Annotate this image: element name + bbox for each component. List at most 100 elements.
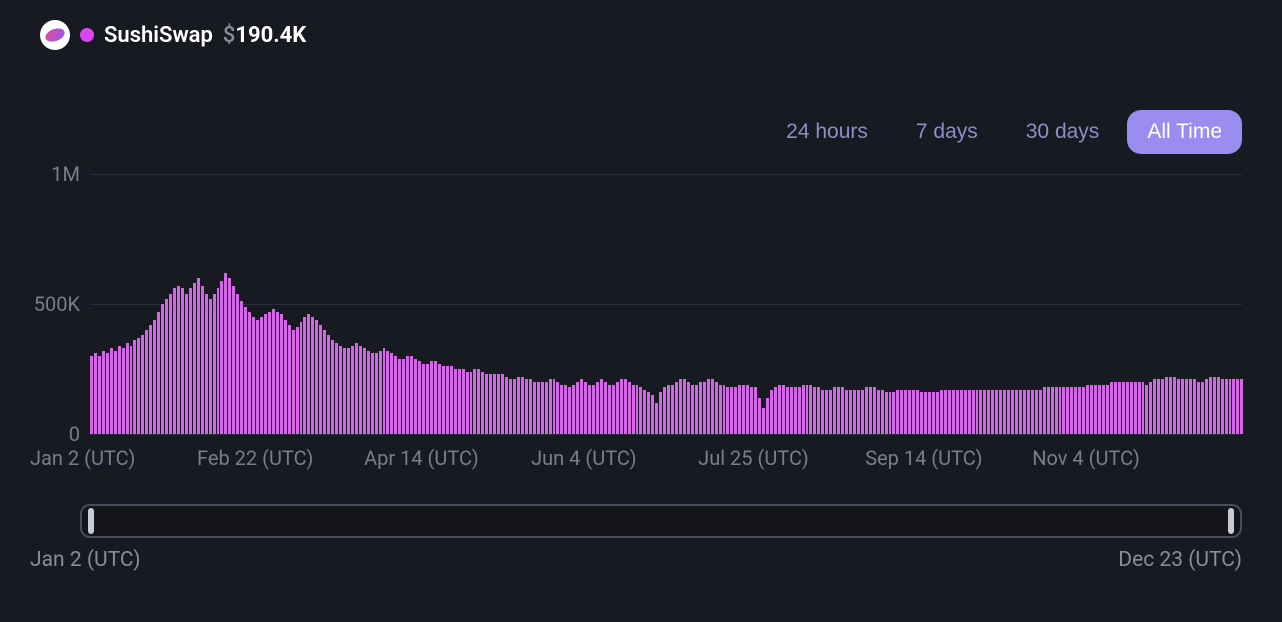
- bar[interactable]: [825, 390, 828, 434]
- bar[interactable]: [944, 390, 947, 434]
- bar[interactable]: [1173, 377, 1176, 434]
- bar[interactable]: [422, 364, 425, 434]
- bar[interactable]: [1118, 382, 1121, 434]
- bar[interactable]: [999, 390, 1002, 434]
- bar[interactable]: [952, 390, 955, 434]
- bar[interactable]: [904, 390, 907, 434]
- bar[interactable]: [209, 299, 212, 434]
- bar[interactable]: [1086, 385, 1089, 434]
- bar[interactable]: [636, 385, 639, 434]
- bar[interactable]: [102, 351, 105, 434]
- bar[interactable]: [813, 387, 816, 434]
- bar[interactable]: [481, 372, 484, 434]
- bar[interactable]: [339, 346, 342, 434]
- bar[interactable]: [1145, 385, 1148, 434]
- bar[interactable]: [651, 395, 654, 434]
- bar[interactable]: [960, 390, 963, 434]
- bar[interactable]: [157, 312, 160, 434]
- time-scrubber[interactable]: [80, 504, 1242, 538]
- bar[interactable]: [141, 335, 144, 434]
- bar[interactable]: [256, 320, 259, 434]
- bar[interactable]: [355, 343, 358, 434]
- bar[interactable]: [1229, 379, 1232, 434]
- bar[interactable]: [470, 372, 473, 434]
- bar[interactable]: [442, 366, 445, 434]
- bar[interactable]: [794, 387, 797, 434]
- bar[interactable]: [1098, 385, 1101, 434]
- bar[interactable]: [1185, 379, 1188, 434]
- bar[interactable]: [359, 346, 362, 434]
- bar[interactable]: [379, 351, 382, 434]
- bar[interactable]: [995, 390, 998, 434]
- bar[interactable]: [1074, 387, 1077, 434]
- bar[interactable]: [145, 330, 148, 434]
- bar[interactable]: [1177, 379, 1180, 434]
- bar[interactable]: [639, 387, 642, 434]
- bar[interactable]: [837, 387, 840, 434]
- bar[interactable]: [900, 390, 903, 434]
- bar[interactable]: [509, 379, 512, 434]
- bar[interactable]: [782, 385, 785, 434]
- bar[interactable]: [347, 348, 350, 434]
- bar[interactable]: [161, 304, 164, 434]
- bar[interactable]: [849, 390, 852, 434]
- bar[interactable]: [616, 382, 619, 434]
- bar[interactable]: [1122, 382, 1125, 434]
- bar[interactable]: [268, 312, 271, 434]
- bar[interactable]: [675, 382, 678, 434]
- bar[interactable]: [979, 390, 982, 434]
- bar[interactable]: [596, 382, 599, 434]
- bar[interactable]: [296, 327, 299, 434]
- bar[interactable]: [315, 320, 318, 434]
- bar[interactable]: [600, 379, 603, 434]
- bar[interactable]: [485, 374, 488, 434]
- bar[interactable]: [1023, 390, 1026, 434]
- bar[interactable]: [224, 273, 227, 434]
- bar[interactable]: [1209, 377, 1212, 434]
- bar[interactable]: [987, 390, 990, 434]
- bar[interactable]: [248, 312, 251, 434]
- bar[interactable]: [643, 390, 646, 434]
- bar[interactable]: [1106, 385, 1109, 434]
- bar[interactable]: [402, 359, 405, 434]
- bar[interactable]: [205, 294, 208, 434]
- bar[interactable]: [1114, 382, 1117, 434]
- bar[interactable]: [236, 294, 239, 434]
- bar[interactable]: [323, 330, 326, 434]
- bar[interactable]: [1165, 377, 1168, 434]
- bar[interactable]: [560, 385, 563, 434]
- bar[interactable]: [1157, 379, 1160, 434]
- bar[interactable]: [719, 385, 722, 434]
- bar[interactable]: [130, 346, 133, 434]
- bar[interactable]: [809, 385, 812, 434]
- range-tab-all-time[interactable]: All Time: [1127, 110, 1242, 154]
- bar[interactable]: [1019, 390, 1022, 434]
- bar[interactable]: [165, 299, 168, 434]
- bar[interactable]: [98, 356, 101, 434]
- bar[interactable]: [521, 377, 524, 434]
- bar[interactable]: [786, 387, 789, 434]
- bar[interactable]: [1007, 390, 1010, 434]
- bar[interactable]: [276, 312, 279, 434]
- bar[interactable]: [798, 387, 801, 434]
- bar[interactable]: [462, 369, 465, 434]
- bar[interactable]: [94, 353, 97, 434]
- bar[interactable]: [833, 387, 836, 434]
- bar[interactable]: [568, 387, 571, 434]
- bar[interactable]: [1031, 390, 1034, 434]
- bar[interactable]: [458, 369, 461, 434]
- bar[interactable]: [632, 385, 635, 434]
- bar[interactable]: [723, 385, 726, 434]
- bar[interactable]: [1078, 387, 1081, 434]
- bar[interactable]: [1011, 390, 1014, 434]
- bar[interactable]: [390, 353, 393, 434]
- bar[interactable]: [817, 387, 820, 434]
- bar[interactable]: [991, 390, 994, 434]
- bar[interactable]: [106, 353, 109, 434]
- bar[interactable]: [300, 322, 303, 434]
- bar[interactable]: [1047, 387, 1050, 434]
- bar[interactable]: [699, 382, 702, 434]
- bar[interactable]: [434, 361, 437, 434]
- bar[interactable]: [584, 382, 587, 434]
- bar[interactable]: [912, 390, 915, 434]
